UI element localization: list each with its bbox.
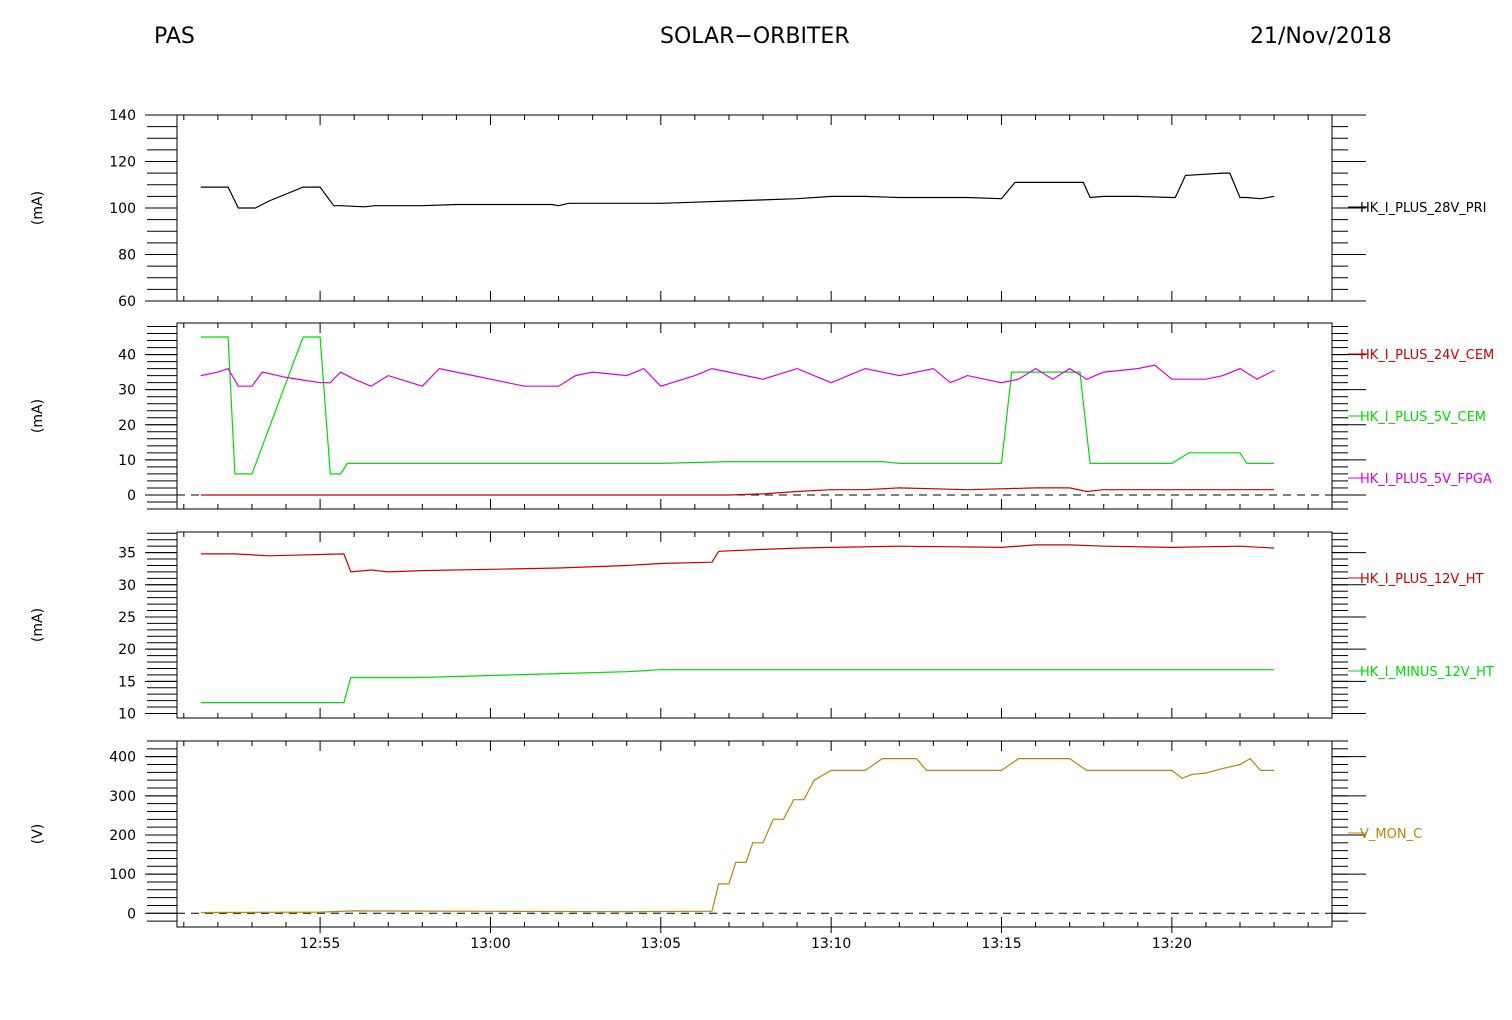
series-label: HK_I_PLUS_12V_HT — [1360, 572, 1484, 587]
header-mission: SOLAR−ORBITER — [660, 24, 850, 49]
y-tick-label: 60 — [118, 294, 136, 310]
panel-frame — [176, 322, 1333, 510]
x-ticks — [183, 115, 1309, 301]
y-tick-label: 100 — [109, 201, 136, 217]
x-tick-label: 13:20 — [1152, 936, 1192, 952]
y-tick-label: 10 — [118, 706, 136, 722]
panel-frame — [176, 740, 1333, 928]
y-tick-label: 140 — [109, 108, 136, 124]
y-tick-label: 300 — [109, 789, 136, 805]
x-tick-label: 13:05 — [641, 936, 681, 952]
series-label: HK_I_PLUS_28V_PRI — [1360, 201, 1486, 216]
series-label: HK_I_PLUS_24V_CEM — [1360, 348, 1494, 363]
y-axis-label: (mA) — [30, 608, 46, 642]
y-axis-label: (mA) — [30, 191, 46, 225]
y-tick-label: 400 — [109, 750, 136, 766]
x-tick-label: 13:10 — [811, 936, 851, 952]
series-line-hk-i-minus-12v-ht — [200, 669, 1275, 704]
series-line-hk-i-plus-5v-cem — [200, 336, 1275, 475]
header-date: 21/Nov/2018 — [1250, 24, 1392, 49]
y-tick-label: 100 — [109, 867, 136, 883]
y-tick-label: 30 — [118, 578, 136, 594]
header-instrument: PAS — [154, 24, 195, 49]
x-axis: 12:55 13:00 13:05 13:10 13:15 13:20 — [300, 927, 1192, 952]
y-minor-ticks — [147, 740, 1348, 922]
panel-frame — [176, 531, 1333, 719]
x-tick-label: 12:55 — [300, 936, 340, 952]
y-tick-label: 120 — [109, 155, 136, 171]
y-tick-label: 80 — [118, 248, 136, 264]
series-label: HK_I_MINUS_12V_HT — [1360, 665, 1494, 680]
y-tick-label: 10 — [118, 453, 136, 469]
series-line-hk-i-plus-24v-cem — [200, 487, 1275, 496]
y-tick-label: 20 — [118, 418, 136, 434]
series-label: HK_I_PLUS_5V_CEM — [1360, 410, 1486, 425]
y-tick-label: 200 — [109, 828, 136, 844]
y-tick-label: 30 — [118, 383, 136, 399]
x-tick-label: 13:15 — [981, 936, 1021, 952]
series-line-hk-i-plus-12v-ht — [200, 544, 1275, 573]
y-tick-label: 15 — [118, 674, 136, 690]
y-tick-label: 40 — [118, 348, 136, 364]
x-tick-label: 13:00 — [470, 936, 510, 952]
panel-4: 0 100 200 300 400 (V) V_MON_C — [30, 740, 1422, 928]
y-axis-label: (V) — [30, 824, 46, 845]
y-tick-label: 20 — [118, 642, 136, 658]
y-minor-ticks — [147, 326, 1348, 510]
series-label: HK_I_PLUS_5V_FPGA — [1360, 472, 1492, 487]
y-tick-label: 35 — [118, 546, 136, 562]
series-line-v-mon-c — [200, 757, 1275, 914]
series-line-hk-i-plus-5v-fpga — [200, 364, 1275, 387]
panel-1: 60 80 100 120 140 (mA) HK_I_PLUS_28V_PRI — [30, 108, 1486, 310]
y-tick-label: 0 — [127, 488, 136, 504]
x-ticks — [183, 323, 1309, 509]
panel-2: 0 10 20 30 40 (mA) HK_I_PLUS_24V_CEM HK_I_PLUS_… — [30, 322, 1494, 510]
series-line-hk-i-plus-28v-pri — [200, 172, 1275, 209]
y-minor-ticks — [147, 532, 1348, 714]
y-tick-label: 0 — [127, 906, 136, 922]
y-axis-label: (mA) — [30, 399, 46, 433]
x-ticks — [183, 532, 1309, 718]
x-ticks — [183, 741, 1309, 927]
series-label: V_MON_C — [1360, 827, 1422, 842]
panel-frame — [176, 114, 1333, 302]
panel-3: 10 15 20 25 30 35 (mA) HK_I_PLUS_12V_HT HK_I_MIN… — [30, 531, 1494, 722]
y-tick-label: 25 — [118, 610, 136, 626]
y-minor-ticks — [147, 114, 1348, 302]
